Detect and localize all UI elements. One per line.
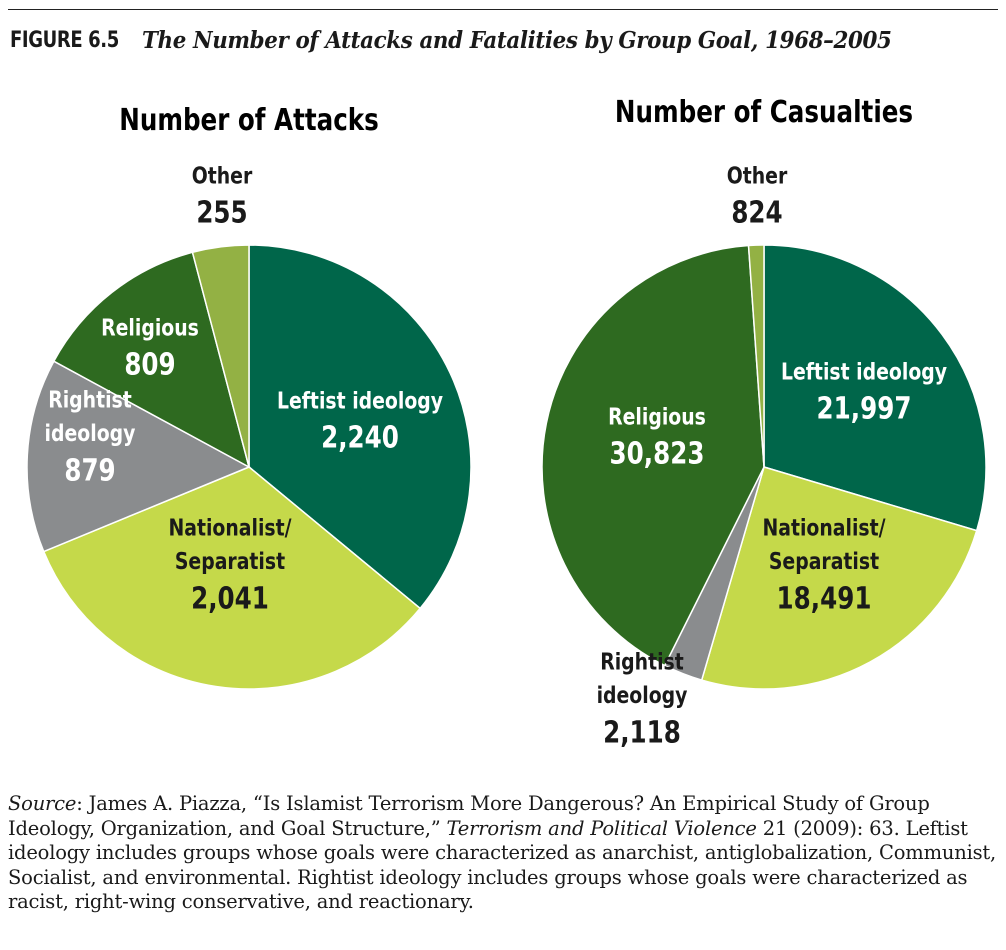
attacks-chart-title: Number of Attacks xyxy=(119,104,379,138)
figure-label: FIGURE 6.5 xyxy=(10,28,119,53)
slice-label-other: Other xyxy=(727,161,788,188)
slice-label-religious: Religious xyxy=(101,313,199,340)
casualties-pie-chart: Number of Casualties Leftist ideology 21,… xyxy=(541,96,987,750)
casualties-labels: Leftist ideology 21,997 Nationalist/Separa… xyxy=(597,161,948,750)
slice-label-other: Other xyxy=(192,161,253,188)
pie-slice-leftist-ideology xyxy=(248,244,472,610)
slice-value-other: 824 xyxy=(731,196,782,230)
slice-value-nationalist-separatist: 2,041 xyxy=(191,582,269,616)
casualties-chart-title: Number of Casualties xyxy=(615,96,913,130)
slice-label-rightist-ideology: Rightist xyxy=(48,386,132,413)
pie-slice-rightist-ideology xyxy=(26,360,251,553)
slice-label-leftist-ideology: Leftist ideology xyxy=(277,386,443,413)
source-note: Source: James A. Piazza, “Is Islamist Te… xyxy=(8,792,998,915)
figure-header: FIGURE 6.5 The Number of Attacks and Fat… xyxy=(10,27,892,54)
slice-label-nationalist-separatist: Separatist xyxy=(769,547,879,574)
pie-slice-other xyxy=(747,244,765,468)
attacks-labels: Leftist ideology 2,240 Nationalist/Separat… xyxy=(45,161,444,616)
slice-value-leftist-ideology: 2,240 xyxy=(321,421,399,455)
pie-slice-religious xyxy=(541,244,765,667)
slice-label-nationalist-separatist: Nationalist/ xyxy=(168,514,291,541)
pie-slice-nationalist-separatist xyxy=(700,466,978,690)
slice-value-religious: 30,823 xyxy=(610,437,705,471)
slice-label-rightist-ideology: ideology xyxy=(45,419,136,446)
slice-label-nationalist-separatist: Separatist xyxy=(175,547,285,574)
source-lead: Source xyxy=(8,792,77,815)
attacks-slices xyxy=(26,244,472,690)
slice-value-other: 255 xyxy=(196,196,247,230)
source-text-1: : James A. Piazza, “Is Islamist Terroris… xyxy=(8,792,930,840)
slice-value-religious: 809 xyxy=(124,348,175,382)
slice-label-rightist-ideology: ideology xyxy=(597,681,688,708)
slice-value-leftist-ideology: 21,997 xyxy=(817,392,912,426)
pie-slice-other xyxy=(191,244,250,468)
attacks-pie-chart: Number of Attacks Leftist ideology 2,240 N… xyxy=(26,104,472,690)
slice-label-nationalist-separatist: Nationalist/ xyxy=(762,514,885,541)
charts-canvas: Number of Attacks Leftist ideology 2,240 N… xyxy=(26,96,987,750)
slice-value-rightist-ideology: 879 xyxy=(64,454,115,488)
pie-slice-religious xyxy=(52,251,251,469)
slice-label-leftist-ideology: Leftist ideology xyxy=(781,357,947,384)
slice-label-rightist-ideology: Rightist xyxy=(600,648,684,675)
pie-slice-leftist-ideology xyxy=(763,244,987,532)
casualties-slices xyxy=(541,244,987,690)
figure-title: The Number of Attacks and Fatalities by … xyxy=(142,27,892,54)
top-rule xyxy=(8,9,998,10)
slice-value-rightist-ideology: 2,118 xyxy=(603,716,681,750)
slice-label-religious: Religious xyxy=(608,402,706,429)
source-journal: Terrorism and Political Violence xyxy=(446,816,757,840)
pie-slice-nationalist-separatist xyxy=(42,466,422,690)
slice-value-nationalist-separatist: 18,491 xyxy=(777,582,872,616)
source-text-2: 21 (2009): 63. Leftist ideology includes… xyxy=(8,816,997,914)
